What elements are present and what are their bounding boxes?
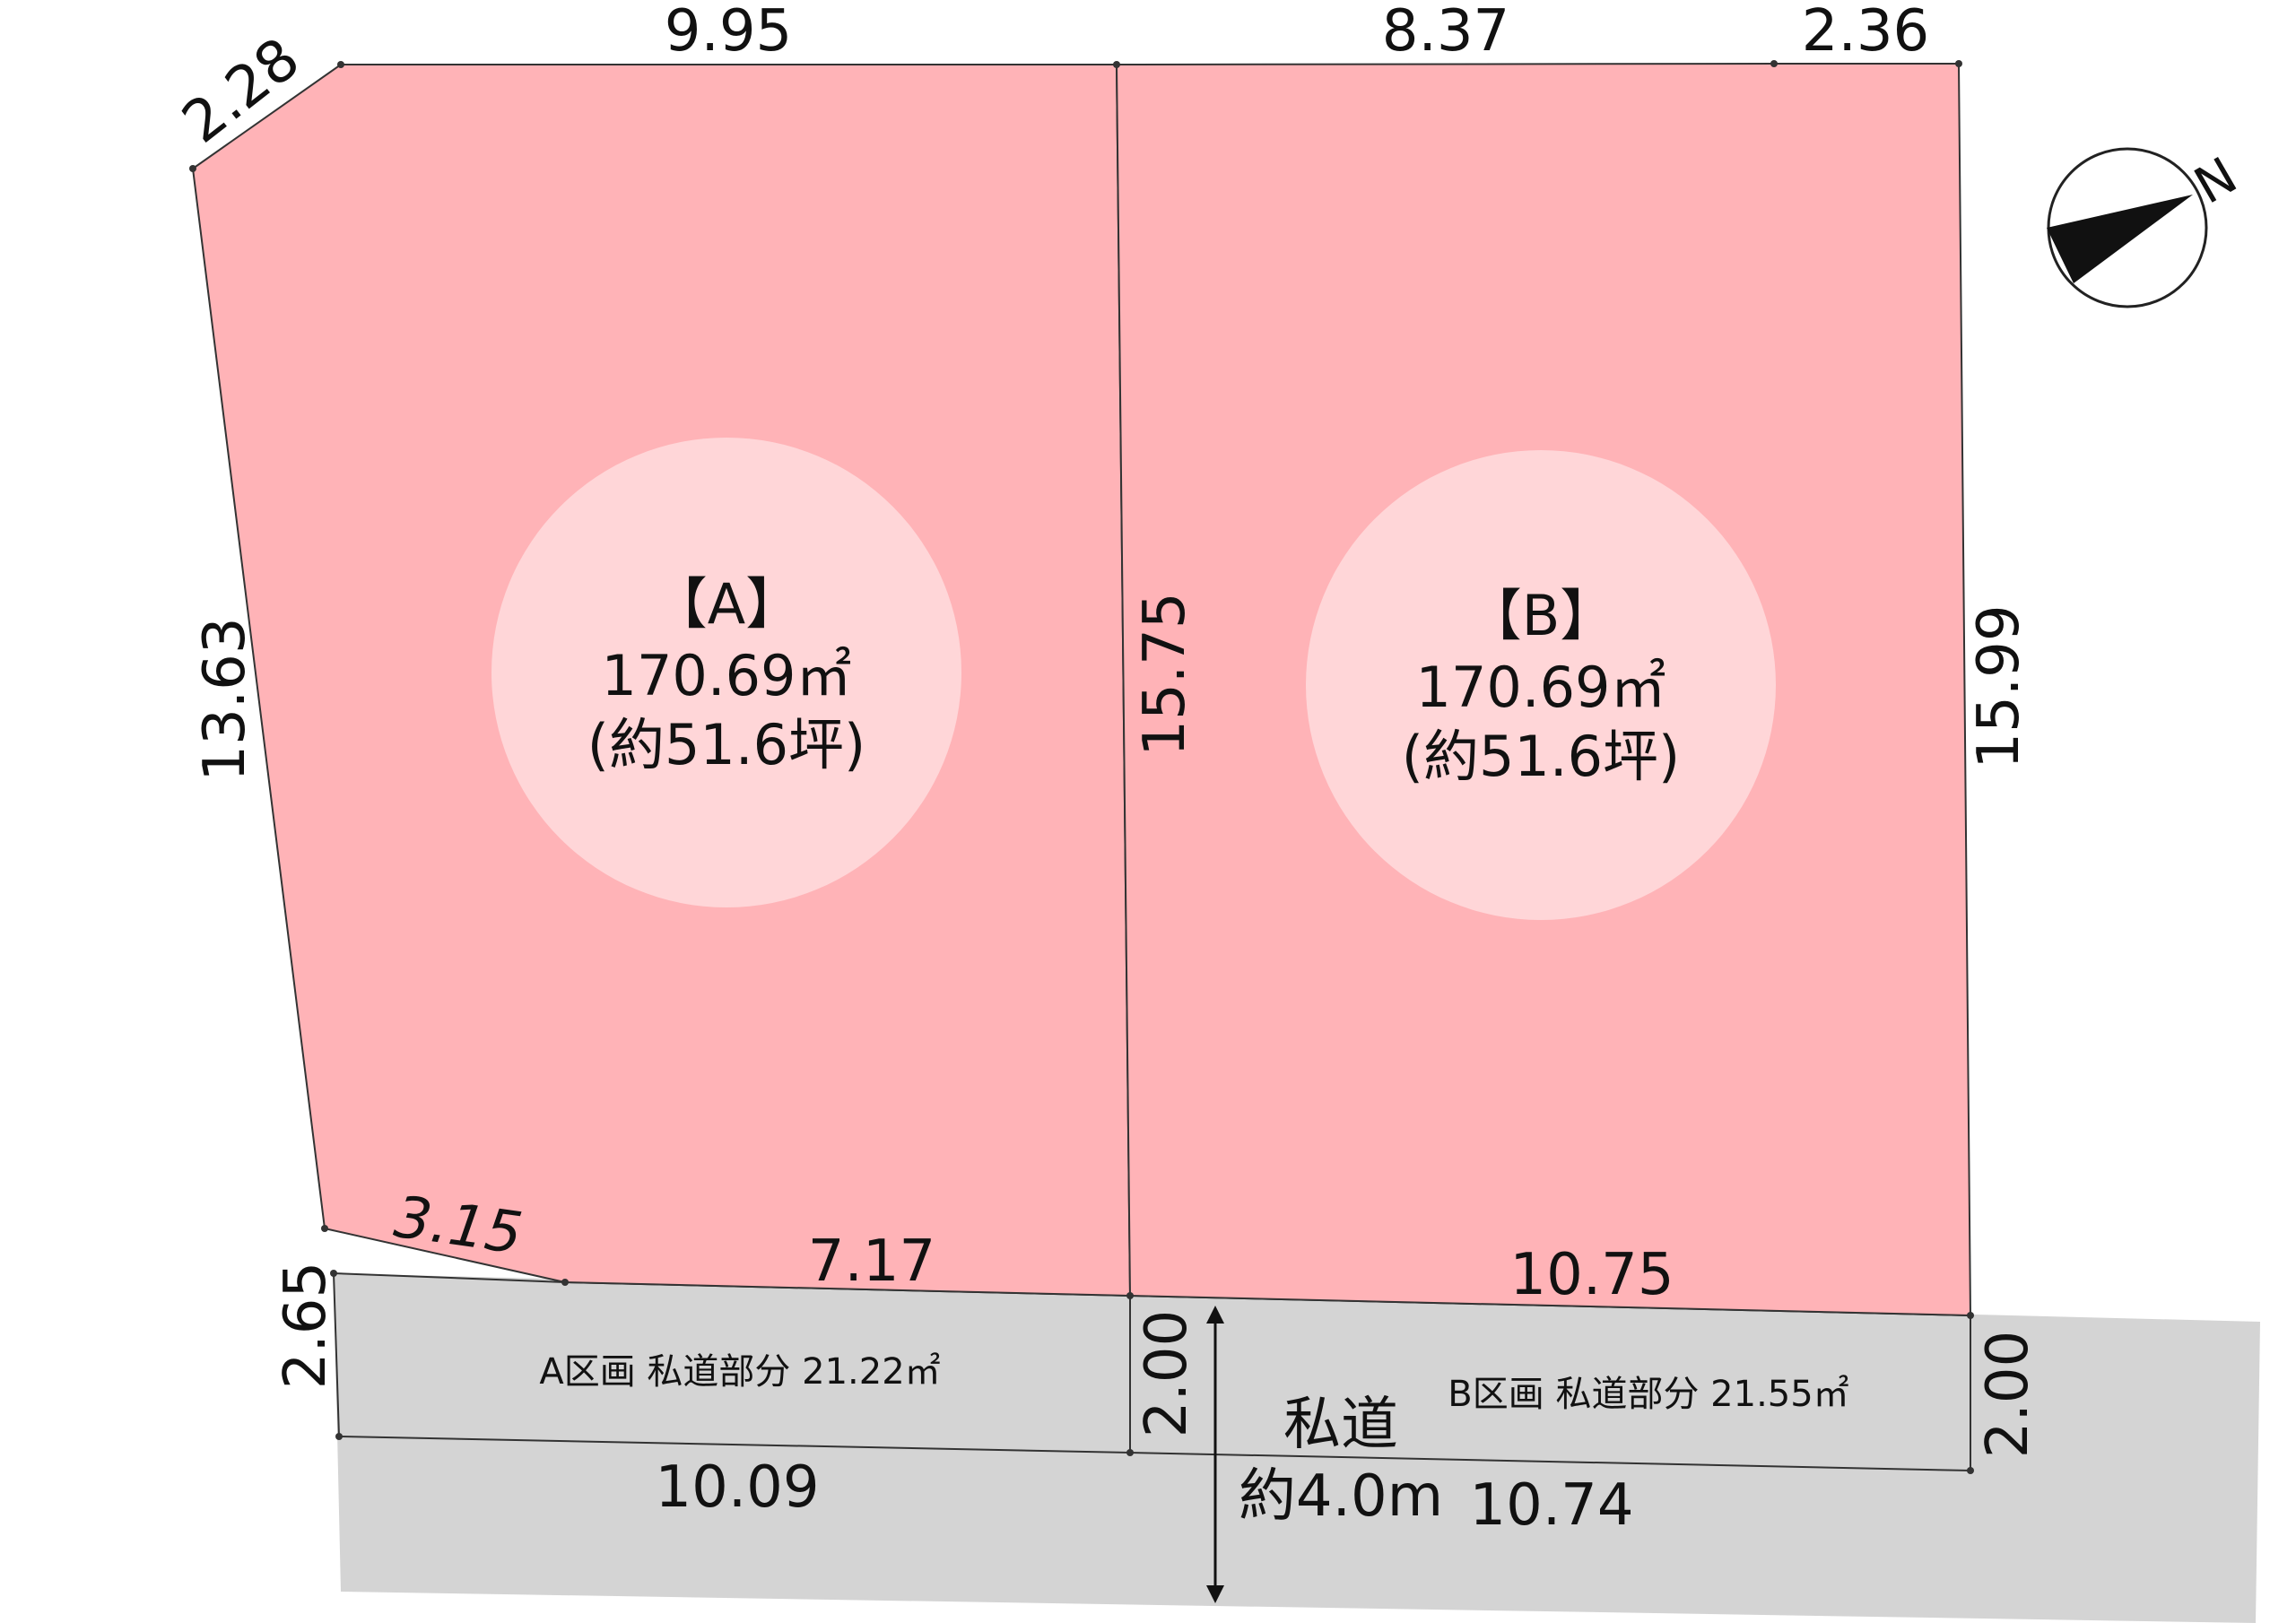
lot-b-circle [1306, 450, 1776, 920]
lot-a-area-text: 170.69㎡ [602, 643, 852, 708]
dim-divider: 15.75 [1132, 592, 1198, 756]
dim-road-left: 2.65 [273, 1262, 339, 1390]
dim-road-mid: 2.00 [1134, 1310, 1200, 1438]
vertex-dots [189, 60, 1974, 1474]
dim-left: 13.63 [192, 617, 258, 781]
north-compass: N [2047, 146, 2247, 308]
dim-right: 15.99 [1966, 604, 2032, 768]
lot-b-area-text: 170.69㎡ [1416, 655, 1666, 720]
dim-top-b1: 8.37 [1382, 0, 1510, 65]
road-name: 私道 [1283, 1392, 1398, 1458]
dim-top-a: 9.95 [665, 0, 793, 65]
dim-bottom-a: 7.17 [808, 1228, 936, 1295]
dim-top-b2: 2.36 [1802, 0, 1930, 65]
lot-b-tsubo-text: (約51.6坪) [1402, 724, 1680, 789]
lot-a-tsubo-text: (約51.6坪) [587, 712, 865, 777]
north-arrow-icon [2047, 195, 2193, 283]
dim-road-right: 2.00 [1975, 1331, 2041, 1459]
road-width-arrow [1206, 1306, 1224, 1603]
road-part-a: A区画 私道部分 21.22㎡ [539, 1351, 940, 1393]
road-width: 約4.0m [1239, 1463, 1443, 1530]
lot-b-label: 【B】 [1466, 583, 1616, 648]
dim-bottom-b: 10.75 [1509, 1242, 1674, 1308]
dim-road-b-bottom: 10.74 [1469, 1472, 1633, 1539]
road-part-b: B区画 私道部分 21.55㎡ [1448, 1374, 1848, 1415]
lot-a-label: 【A】 [652, 571, 801, 637]
lot-a-circle [491, 438, 961, 907]
dim-road-a-bottom: 10.09 [655, 1454, 819, 1521]
